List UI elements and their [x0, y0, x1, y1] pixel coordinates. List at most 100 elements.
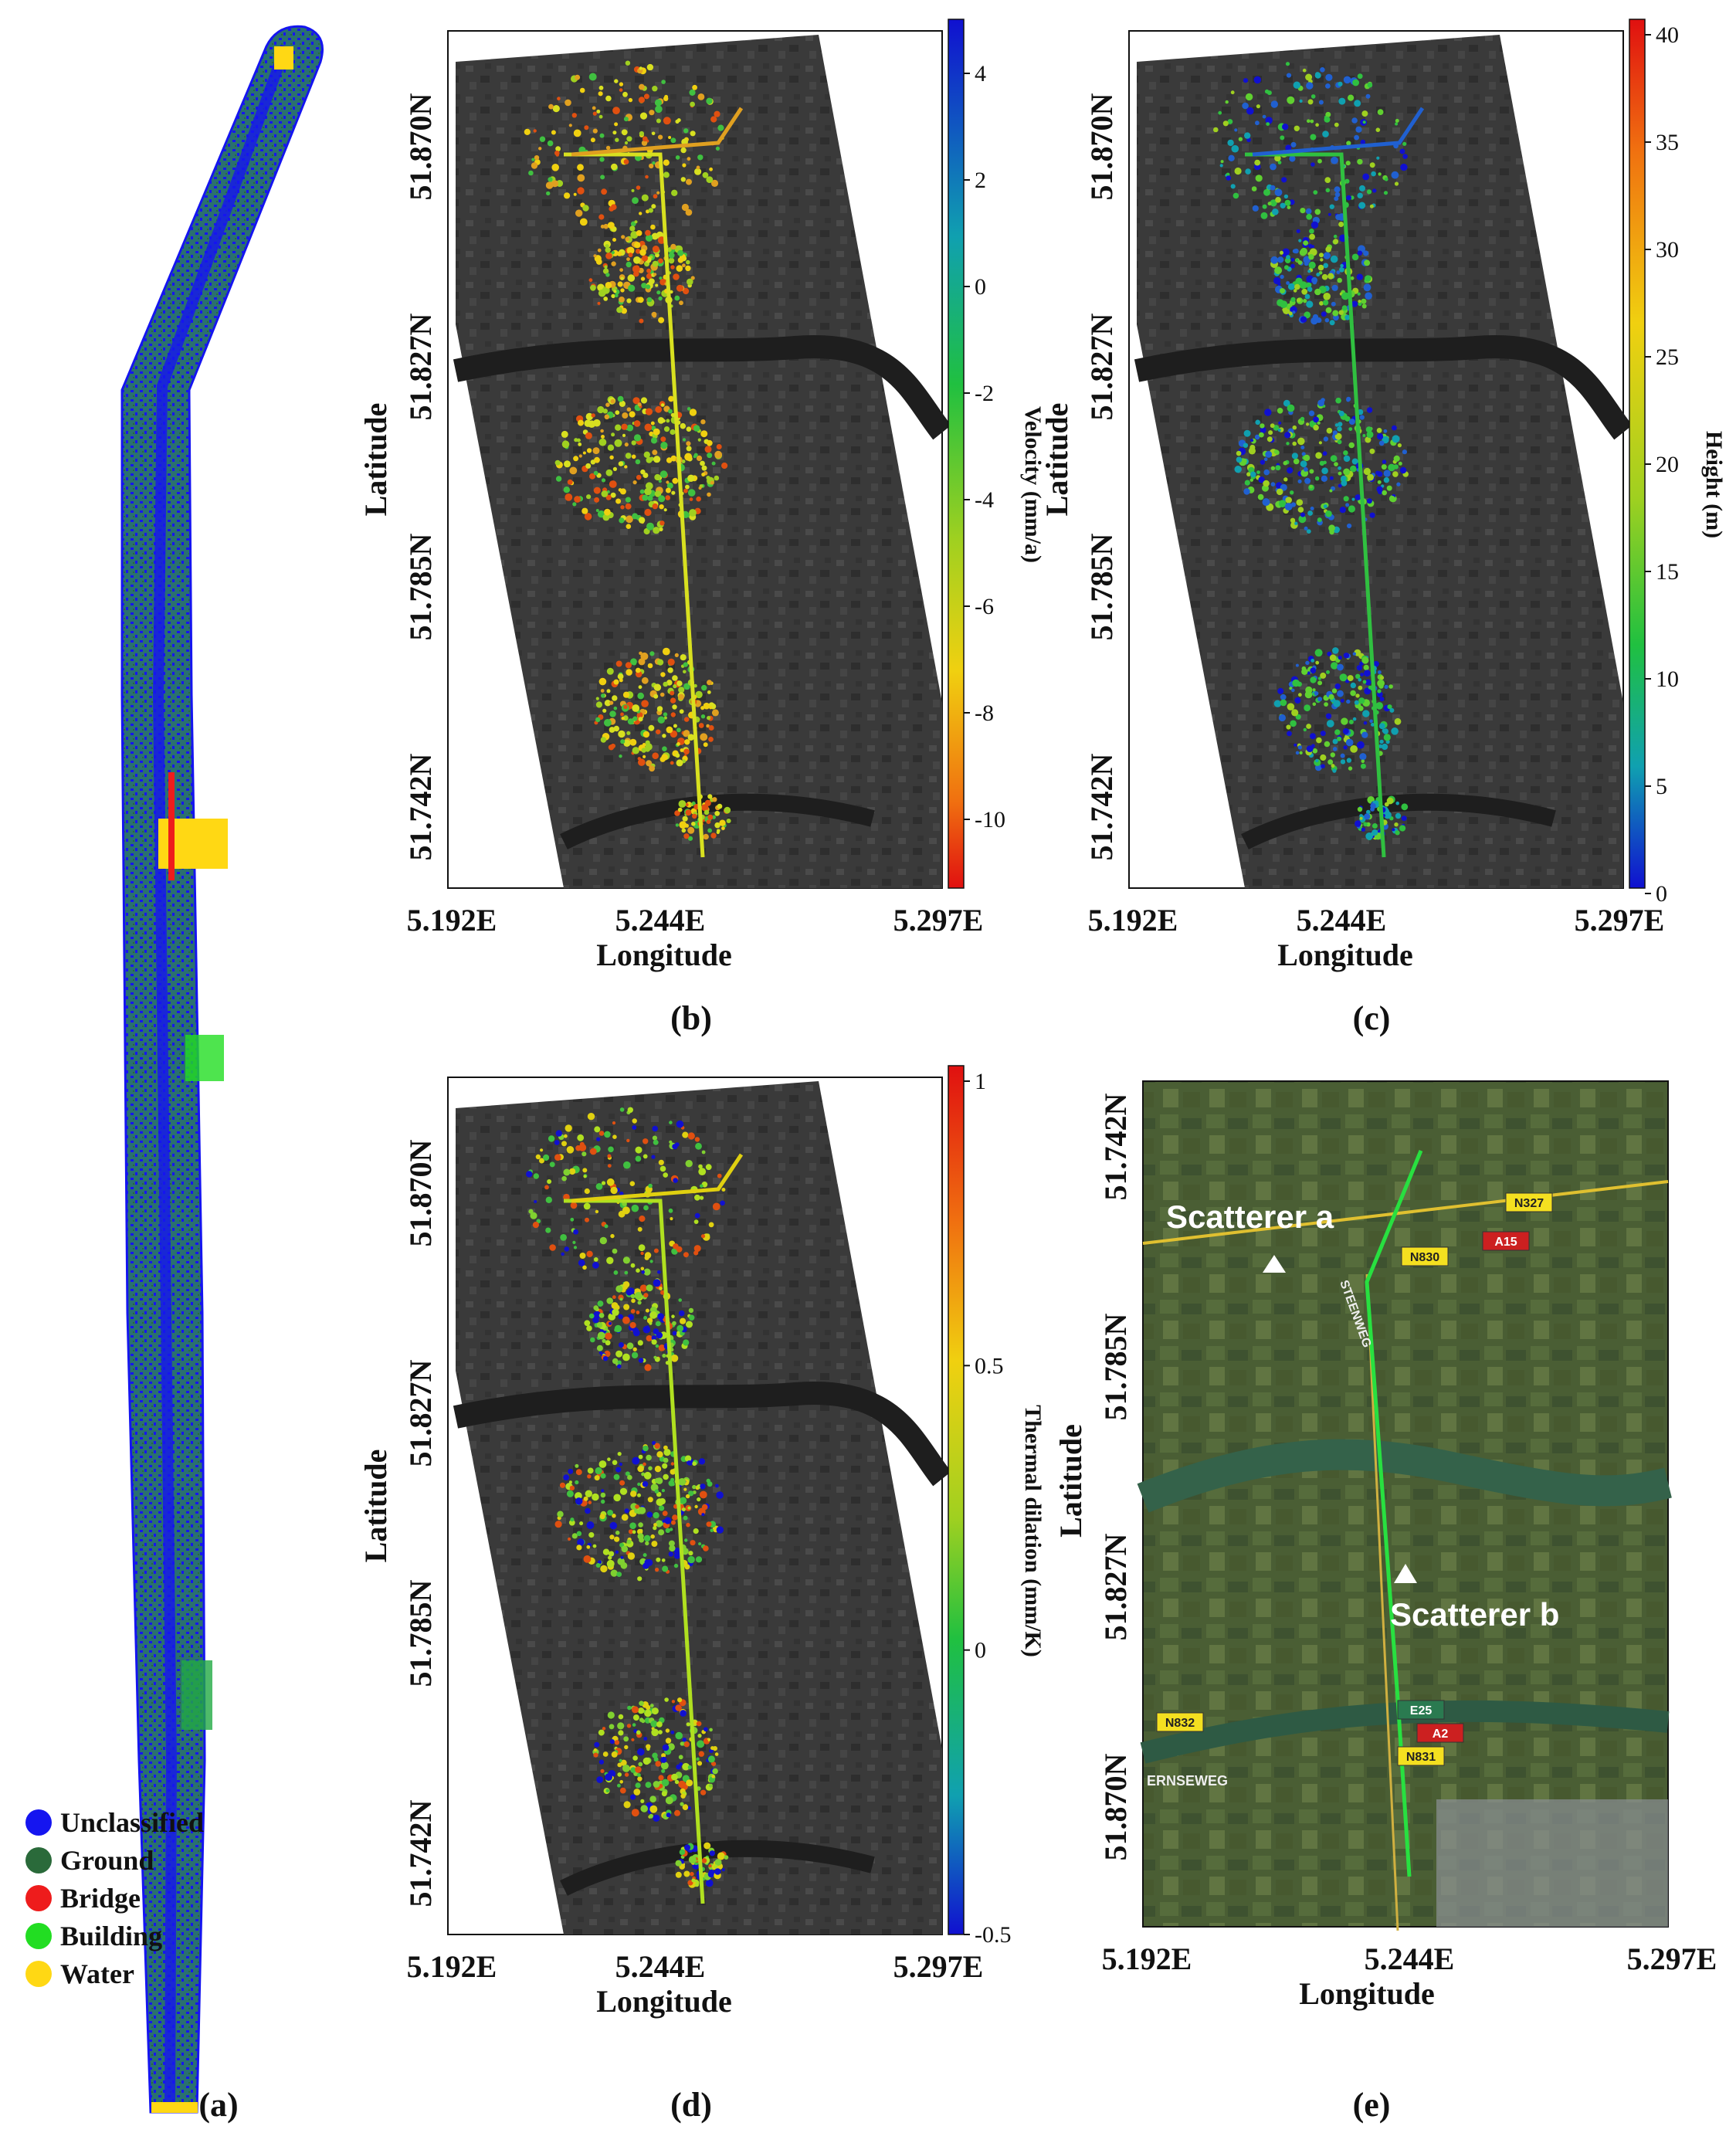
ps-point	[640, 1799, 645, 1803]
ps-point	[680, 1802, 684, 1806]
ps-point	[1332, 738, 1338, 744]
ps-point	[1285, 497, 1292, 504]
ps-point	[659, 520, 665, 526]
ps-point	[645, 234, 653, 242]
ps-point	[659, 527, 663, 532]
ps-point	[1304, 526, 1308, 531]
ps-point	[1352, 717, 1357, 721]
ps-point	[1369, 512, 1375, 518]
ps-point	[634, 1509, 639, 1514]
ps-point	[554, 1521, 562, 1528]
ps-point	[599, 133, 605, 138]
ps-point	[710, 1746, 714, 1751]
ps-point	[600, 737, 607, 743]
ps-point	[645, 482, 653, 490]
ps-point	[598, 1460, 607, 1468]
ps-point	[716, 1526, 724, 1534]
ps-point	[676, 118, 681, 123]
sar-image	[456, 1081, 942, 1934]
ps-point	[524, 128, 531, 135]
ps-point	[602, 1727, 606, 1731]
ps-point	[651, 204, 656, 209]
ps-point	[1231, 144, 1239, 153]
scatterer-a-marker	[1263, 1255, 1286, 1273]
scatterer-b-label: Scatterer b	[1390, 1596, 1559, 1633]
ps-point	[642, 255, 648, 262]
ps-point	[619, 517, 625, 524]
ps-point	[1304, 311, 1311, 319]
ps-point	[662, 1744, 670, 1751]
ps-point	[643, 1445, 649, 1452]
ps-point	[1379, 739, 1384, 744]
ps-point	[637, 1465, 644, 1473]
ps-point	[585, 463, 592, 469]
ps-point	[1287, 703, 1295, 710]
ps-point	[620, 505, 625, 510]
ps-point	[1381, 464, 1387, 470]
ps-point	[1334, 122, 1339, 127]
ps-point	[654, 1466, 662, 1473]
ps-point	[656, 706, 663, 712]
ps-point	[686, 441, 691, 446]
ps-point	[651, 1707, 659, 1715]
ps-point	[596, 1322, 603, 1328]
ps-point	[1331, 284, 1338, 291]
ps-point	[669, 1545, 676, 1552]
ps-point	[613, 290, 617, 293]
ps-point	[658, 495, 666, 503]
ps-point	[1393, 464, 1399, 470]
ps-point	[617, 251, 622, 256]
y-tick-label: 51.785N	[403, 533, 438, 640]
ps-point	[594, 1475, 600, 1481]
ps-point	[1292, 425, 1297, 430]
ps-point	[1325, 73, 1333, 81]
ps-point	[639, 212, 643, 215]
ps-point	[683, 1252, 689, 1258]
ps-point	[643, 1138, 649, 1144]
ps-point	[704, 1842, 711, 1850]
ps-point	[1363, 467, 1371, 476]
road-badge-label: A2	[1433, 1728, 1449, 1741]
panel-label-e: (e)	[1353, 2086, 1391, 2124]
ps-point	[668, 257, 675, 264]
ps-point	[693, 1219, 699, 1224]
colorbar-tick-label: -10	[975, 807, 1005, 832]
ps-point	[585, 1217, 589, 1222]
ps-point	[1270, 163, 1277, 171]
ps-point	[1325, 83, 1331, 89]
ps-point	[696, 496, 701, 502]
ps-point	[548, 1135, 555, 1142]
ps-point	[629, 1321, 636, 1329]
ps-point	[682, 163, 687, 168]
ps-point	[1222, 120, 1229, 127]
ps-point	[1256, 470, 1260, 474]
ps-point	[642, 494, 649, 501]
ps-point	[572, 1240, 576, 1244]
ps-point	[707, 492, 711, 497]
ps-point	[1230, 90, 1235, 95]
ps-point	[678, 1298, 682, 1302]
ps-point	[636, 474, 642, 480]
ps-point	[604, 1224, 609, 1229]
ps-point	[656, 1451, 663, 1458]
ps-point	[667, 658, 675, 666]
ps-point	[1272, 209, 1279, 215]
ps-point	[636, 1773, 641, 1778]
road-badge-label: N832	[1165, 1717, 1195, 1730]
ps-point	[626, 136, 632, 142]
ps-point	[720, 1200, 725, 1206]
ps-point	[646, 1511, 653, 1518]
ps-point	[1338, 97, 1346, 105]
road-badge-label: N327	[1514, 1197, 1544, 1210]
ps-point	[1357, 158, 1363, 165]
ps-point	[1334, 462, 1338, 466]
ps-point	[682, 1762, 690, 1771]
ps-point	[1242, 102, 1249, 110]
ps-point	[626, 257, 630, 261]
ps-point	[1326, 670, 1330, 674]
ps-point	[592, 447, 600, 455]
ps-point	[526, 1171, 533, 1178]
ps-point	[626, 731, 631, 735]
ps-point	[1377, 679, 1385, 687]
ps-point	[1339, 507, 1346, 514]
